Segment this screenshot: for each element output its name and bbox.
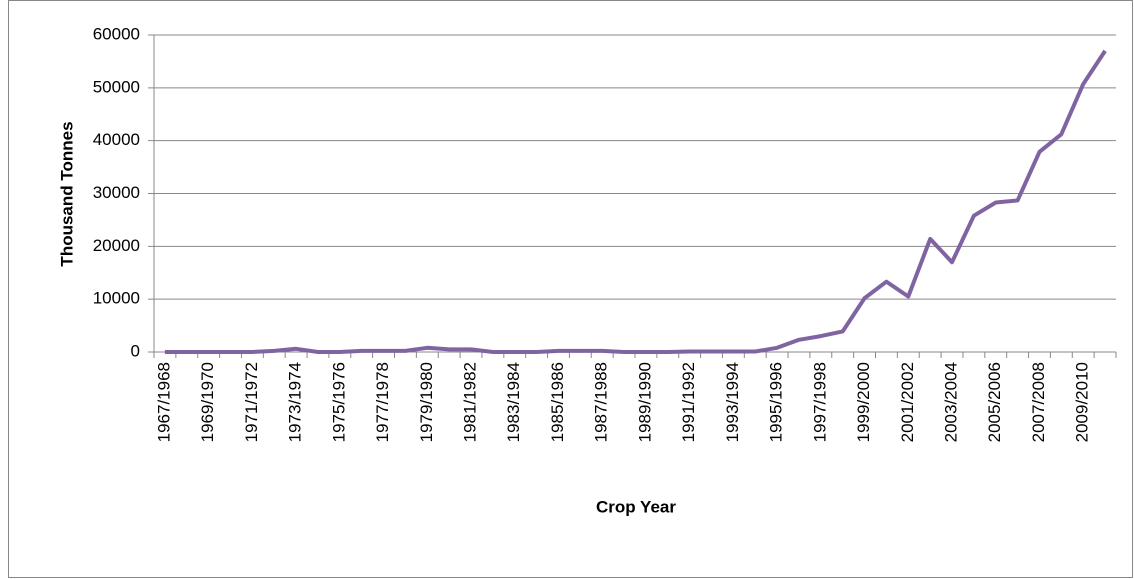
y-tick-label: 30000 [93, 183, 140, 202]
x-tick-label: 1993/1994 [723, 362, 742, 442]
x-tick-label: 1987/1988 [592, 362, 611, 442]
x-tick-label: 1979/1980 [417, 362, 436, 442]
x-tick-label: 1989/1990 [635, 362, 654, 442]
x-tick-label: 1983/1984 [504, 362, 523, 442]
y-axis-title: Thousand Tonnes [57, 121, 76, 266]
x-tick-label: 1967/1968 [154, 362, 173, 442]
data-line [164, 49, 1107, 354]
x-tick-label: 1997/1998 [810, 362, 829, 442]
x-tick-label: 1973/1974 [286, 362, 305, 442]
chart-frame [8, 0, 1133, 578]
x-tick-label: 1995/1996 [767, 362, 786, 442]
y-tick-label: 0 [131, 341, 140, 360]
x-axis-title: Crop Year [596, 497, 676, 516]
x-tick-label: 1975/1976 [329, 362, 348, 442]
y-tick-label: 50000 [93, 77, 140, 96]
y-tick-label: 40000 [93, 130, 140, 149]
x-tick-label: 2001/2002 [898, 362, 917, 442]
x-tick-label: 1991/1992 [679, 362, 698, 442]
x-tick-label: 1999/2000 [854, 362, 873, 442]
x-tick-label: 1971/1972 [242, 362, 261, 442]
y-tick-label: 60000 [93, 24, 140, 43]
x-tick-label: 1981/1982 [461, 362, 480, 442]
x-tick-label: 1969/1970 [198, 362, 217, 442]
x-tick-label: 1977/1978 [373, 362, 392, 442]
x-tick-label: 2007/2008 [1029, 362, 1048, 442]
x-tick-label: 1985/1986 [548, 362, 567, 442]
x-tick-label: 2009/2010 [1073, 362, 1092, 442]
x-tick-label: 2005/2006 [985, 362, 1004, 442]
y-tick-label: 10000 [93, 289, 140, 308]
x-tick-label: 2003/2004 [942, 362, 961, 442]
y-tick-label: 20000 [93, 236, 140, 255]
